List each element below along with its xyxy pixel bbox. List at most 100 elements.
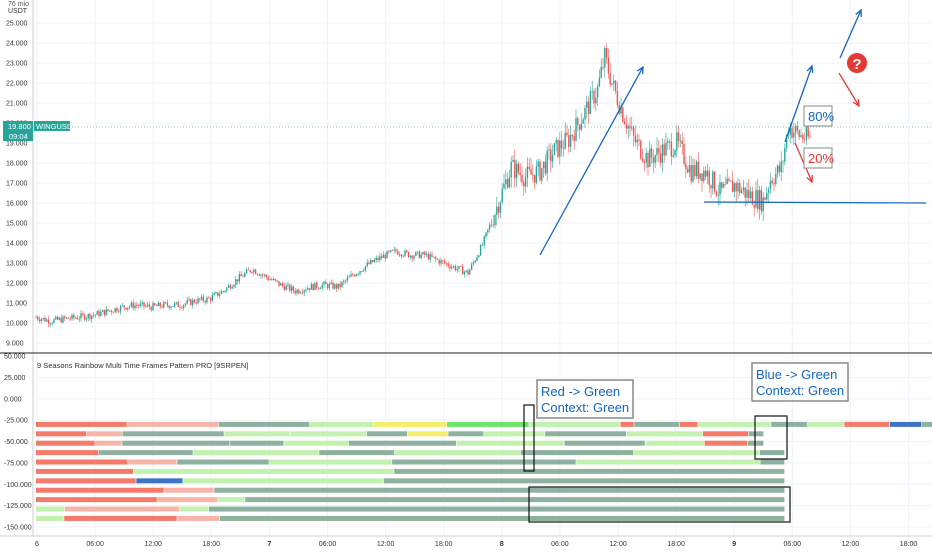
- candle-body: [609, 72, 611, 85]
- candle-body: [278, 281, 280, 286]
- candle-body: [148, 304, 151, 308]
- candle-body: [600, 66, 602, 78]
- candle-body: [98, 311, 100, 316]
- indicator-tick-label: 0.000: [4, 396, 22, 403]
- support-line: [703, 201, 927, 204]
- candle-body: [173, 303, 176, 307]
- candle-body: [782, 161, 784, 163]
- candle-body: [208, 297, 210, 299]
- candle-body: [796, 126, 799, 131]
- time-tick-label: 7: [267, 541, 271, 548]
- heatmap-segment: [633, 450, 760, 456]
- candle-body: [658, 147, 660, 154]
- candle-body: [460, 266, 462, 267]
- candle-body: [335, 284, 338, 289]
- time-axis[interactable]: 6 06:00 12:00 18:00 7 06:00 12:00 18:00 8 06:00 12…: [0, 535, 932, 548]
- candle-body: [598, 77, 601, 87]
- candle-body: [499, 202, 502, 213]
- label-red-to-green-line1: Red -> Green: [541, 384, 620, 399]
- heatmap-segment: [36, 468, 134, 474]
- candle-body: [92, 315, 95, 317]
- candle-body: [647, 152, 649, 168]
- unit-label-line1: 76 mio: [8, 1, 29, 8]
- candle-body: [654, 155, 656, 163]
- candle-body: [762, 197, 764, 212]
- candle-body: [622, 107, 624, 122]
- candle-body: [256, 273, 259, 275]
- candle-body: [542, 161, 545, 169]
- heatmap-segment: [122, 431, 224, 437]
- time-tick-label: 06:00: [319, 541, 337, 548]
- heatmap-segment: [576, 459, 760, 465]
- candle-body: [695, 161, 698, 177]
- candle-body: [663, 144, 665, 156]
- candle-body: [515, 163, 518, 179]
- candle-body: [325, 281, 327, 285]
- candle-body: [686, 169, 689, 173]
- candle-body: [321, 284, 323, 289]
- candle-body: [575, 118, 577, 141]
- indicator-tick-label: -25.000: [4, 418, 28, 425]
- candle-body: [292, 286, 295, 291]
- time-tick-label: 06:00: [86, 541, 104, 548]
- candle-body: [217, 292, 219, 296]
- candle-body: [447, 263, 449, 267]
- candle-body: [710, 185, 712, 189]
- candle-body: [170, 306, 172, 308]
- candle-body: [586, 101, 588, 108]
- candle-body: [739, 182, 741, 193]
- target-down-label: 20%: [803, 147, 834, 169]
- candle-body: [251, 272, 253, 273]
- candle-body: [465, 270, 467, 272]
- candle-body: [411, 255, 413, 259]
- candle-body: [735, 183, 737, 192]
- price-tick-label: 14.000: [6, 241, 28, 248]
- candle-body: [119, 305, 122, 312]
- time-tick-label: 8: [500, 541, 504, 548]
- price-tick-label: 24.000: [6, 41, 28, 48]
- candle-body: [591, 90, 593, 92]
- candle-body: [267, 277, 269, 280]
- drawing-layer[interactable]: [539, 8, 927, 256]
- candle-body: [253, 269, 255, 273]
- candle-body: [213, 293, 215, 296]
- candle-body: [413, 256, 415, 259]
- candle-body: [240, 274, 242, 276]
- heatmap-segment: [64, 515, 177, 521]
- heatmap-segment: [164, 487, 214, 493]
- candle-body: [330, 282, 332, 284]
- candle-body: [681, 140, 683, 144]
- heatmap-segment: [214, 487, 785, 493]
- candle-body: [312, 284, 314, 290]
- candle-body: [247, 269, 250, 271]
- candle-body: [357, 273, 359, 275]
- candle-body: [649, 148, 651, 168]
- candle-body: [141, 302, 143, 304]
- candle-body: [559, 140, 561, 157]
- candle-body: [65, 317, 68, 319]
- candle-body: [643, 161, 646, 163]
- candle-body: [280, 283, 282, 286]
- candle-body: [629, 125, 631, 129]
- heatmap-segment: [407, 431, 448, 437]
- indicator-title[interactable]: 9 Seasons Rainbow Multi Time Frames Patt…: [37, 361, 248, 370]
- candle-body: [560, 140, 563, 149]
- indicator-axis[interactable]: 50.000 25.000 0.000 -25.000 -50.000 -75.000 -1…: [4, 354, 32, 532]
- candle-body: [483, 236, 485, 246]
- price-axis[interactable]: 9.000 10.000 11.000 12.000 13.000 14.000 15.00…: [6, 21, 28, 348]
- heatmap-segment: [319, 450, 395, 456]
- candle-body: [127, 307, 129, 310]
- time-tick-label: 06:00: [551, 541, 569, 548]
- candle-body: [415, 252, 417, 257]
- candle-body: [773, 183, 775, 185]
- heatmap-segment: [759, 450, 785, 456]
- candle-body: [172, 306, 174, 308]
- candle-body: [384, 254, 386, 259]
- candle-body: [451, 266, 453, 269]
- candle-body: [514, 159, 516, 179]
- candle-body: [326, 284, 329, 289]
- heatmap-segment: [366, 431, 408, 437]
- candle-body: [510, 161, 512, 178]
- candle-body: [440, 260, 442, 264]
